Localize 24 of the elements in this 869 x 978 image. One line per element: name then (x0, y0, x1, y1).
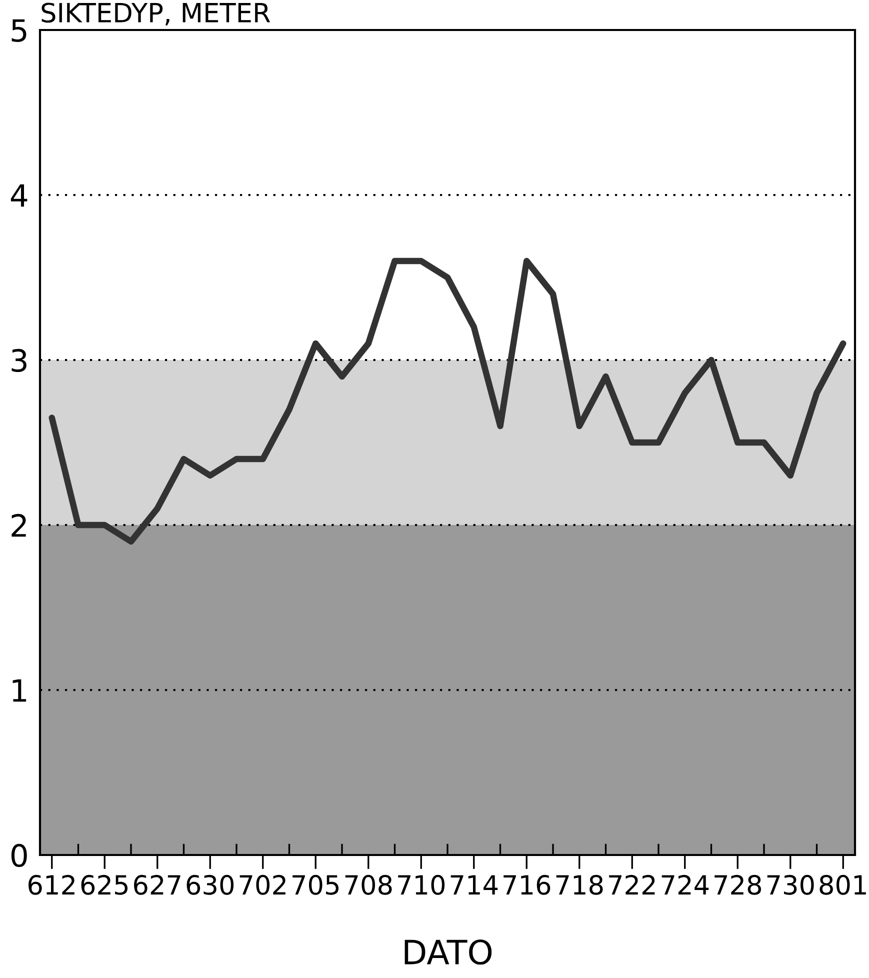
y-tick-label: 5 (12, 19, 26, 42)
x-tick-label: 705 (292, 874, 338, 895)
y-tick-label: 4 (10, 184, 28, 207)
y-tick-label: 0 (11, 844, 27, 868)
x-tick-label: 730 (767, 874, 814, 895)
x-tick-label: 627 (134, 874, 180, 895)
y-tick-label: 1 (12, 679, 26, 702)
x-tick-label: 724 (662, 874, 709, 894)
x-tick-label: 612 (28, 874, 74, 895)
x-tick-label: 718 (556, 874, 603, 895)
x-tick-label: 630 (186, 874, 234, 895)
x-tick-label: 702 (240, 874, 286, 895)
y-tick-label: 3 (12, 348, 26, 372)
x-tick-label: 714 (450, 875, 498, 894)
y-axis-title: SIKTEDYP, METER (42, 2, 270, 26)
x-tick-label: 728 (714, 874, 762, 895)
x-tick-label: 708 (345, 874, 392, 895)
x-axis-title: DATO (404, 939, 492, 965)
x-tick-label: 625 (81, 874, 128, 895)
x-tick-label: 716 (504, 874, 550, 895)
x-tick-label: 722 (609, 874, 655, 894)
x-tick-label: 710 (398, 874, 445, 895)
y-tick-label: 2 (12, 514, 26, 537)
x-tick-label: 801 (820, 874, 866, 895)
